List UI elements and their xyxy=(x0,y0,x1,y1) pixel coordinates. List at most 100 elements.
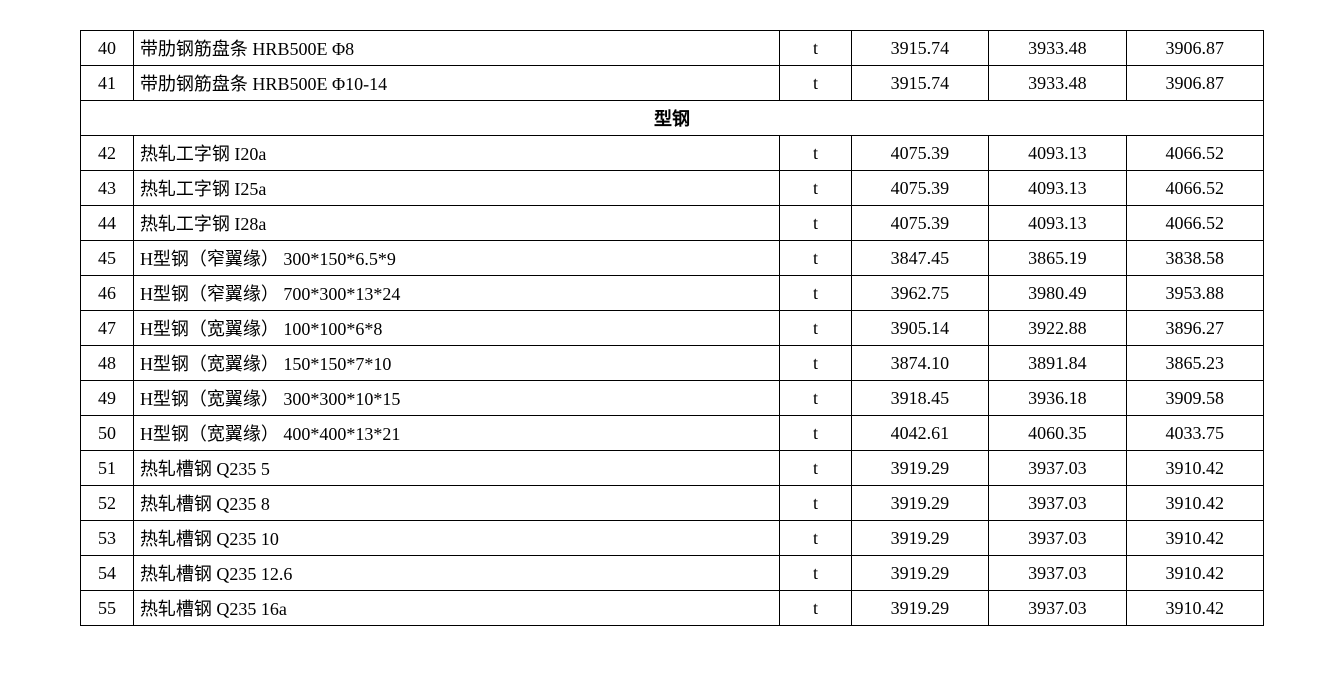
price-2: 3937.03 xyxy=(989,486,1126,521)
table-row: 42热轧工字钢 I20at4075.394093.134066.52 xyxy=(81,136,1264,171)
price-3: 3910.42 xyxy=(1126,556,1263,591)
price-1: 3919.29 xyxy=(851,556,988,591)
price-3: 3896.27 xyxy=(1126,311,1263,346)
price-3: 3910.42 xyxy=(1126,486,1263,521)
unit: t xyxy=(780,276,851,311)
price-2: 4060.35 xyxy=(989,416,1126,451)
row-index: 44 xyxy=(81,206,134,241)
row-index: 45 xyxy=(81,241,134,276)
table-row: 40带肋钢筋盘条 HRB500E Φ8t3915.743933.483906.8… xyxy=(81,31,1264,66)
price-3: 3953.88 xyxy=(1126,276,1263,311)
unit: t xyxy=(780,521,851,556)
item-name: 热轧槽钢 Q235 16a xyxy=(133,591,779,626)
row-index: 41 xyxy=(81,66,134,101)
price-2: 3891.84 xyxy=(989,346,1126,381)
item-name: H型钢（窄翼缘） 700*300*13*24 xyxy=(133,276,779,311)
unit: t xyxy=(780,136,851,171)
unit: t xyxy=(780,416,851,451)
item-name: 热轧槽钢 Q235 10 xyxy=(133,521,779,556)
price-1: 3962.75 xyxy=(851,276,988,311)
price-1: 3915.74 xyxy=(851,66,988,101)
price-3: 4066.52 xyxy=(1126,206,1263,241)
steel-price-table: 40带肋钢筋盘条 HRB500E Φ8t3915.743933.483906.8… xyxy=(80,30,1264,626)
table-row: 51热轧槽钢 Q235 5t3919.293937.033910.42 xyxy=(81,451,1264,486)
row-index: 40 xyxy=(81,31,134,66)
item-name: 热轧工字钢 I28a xyxy=(133,206,779,241)
table-row: 55热轧槽钢 Q235 16at3919.293937.033910.42 xyxy=(81,591,1264,626)
price-1: 4075.39 xyxy=(851,136,988,171)
price-1: 3919.29 xyxy=(851,486,988,521)
price-2: 3937.03 xyxy=(989,521,1126,556)
row-index: 43 xyxy=(81,171,134,206)
table-row: 52热轧槽钢 Q235 8t3919.293937.033910.42 xyxy=(81,486,1264,521)
unit: t xyxy=(780,346,851,381)
row-index: 49 xyxy=(81,381,134,416)
item-name: 热轧工字钢 I25a xyxy=(133,171,779,206)
price-3: 3838.58 xyxy=(1126,241,1263,276)
table-row: 44热轧工字钢 I28at4075.394093.134066.52 xyxy=(81,206,1264,241)
unit: t xyxy=(780,451,851,486)
unit: t xyxy=(780,556,851,591)
table-row: 49H型钢（宽翼缘） 300*300*10*15t3918.453936.183… xyxy=(81,381,1264,416)
table-row: 46H型钢（窄翼缘） 700*300*13*24t3962.753980.493… xyxy=(81,276,1264,311)
table-row: 48H型钢（宽翼缘） 150*150*7*10t3874.103891.8438… xyxy=(81,346,1264,381)
item-name: H型钢（窄翼缘） 300*150*6.5*9 xyxy=(133,241,779,276)
price-1: 4075.39 xyxy=(851,171,988,206)
section-header-row: 型钢 xyxy=(81,101,1264,136)
row-index: 42 xyxy=(81,136,134,171)
price-2: 3922.88 xyxy=(989,311,1126,346)
row-index: 54 xyxy=(81,556,134,591)
unit: t xyxy=(780,206,851,241)
row-index: 47 xyxy=(81,311,134,346)
item-name: 带肋钢筋盘条 HRB500E Φ8 xyxy=(133,31,779,66)
table-row: 45H型钢（窄翼缘） 300*150*6.5*9t3847.453865.193… xyxy=(81,241,1264,276)
unit: t xyxy=(780,171,851,206)
price-1: 3905.14 xyxy=(851,311,988,346)
price-1: 3919.29 xyxy=(851,521,988,556)
price-3: 3910.42 xyxy=(1126,451,1263,486)
price-3: 3909.58 xyxy=(1126,381,1263,416)
row-index: 53 xyxy=(81,521,134,556)
row-index: 46 xyxy=(81,276,134,311)
price-2: 4093.13 xyxy=(989,206,1126,241)
price-1: 4075.39 xyxy=(851,206,988,241)
price-1: 3919.29 xyxy=(851,591,988,626)
price-1: 3919.29 xyxy=(851,451,988,486)
item-name: 热轧槽钢 Q235 12.6 xyxy=(133,556,779,591)
item-name: H型钢（宽翼缘） 300*300*10*15 xyxy=(133,381,779,416)
price-2: 3937.03 xyxy=(989,556,1126,591)
item-name: 带肋钢筋盘条 HRB500E Φ10-14 xyxy=(133,66,779,101)
price-2: 3933.48 xyxy=(989,31,1126,66)
unit: t xyxy=(780,591,851,626)
price-3: 3906.87 xyxy=(1126,31,1263,66)
section-title: 型钢 xyxy=(81,101,1264,136)
unit: t xyxy=(780,381,851,416)
price-2: 3933.48 xyxy=(989,66,1126,101)
price-3: 4033.75 xyxy=(1126,416,1263,451)
price-3: 3910.42 xyxy=(1126,521,1263,556)
price-3: 4066.52 xyxy=(1126,136,1263,171)
table-row: 47H型钢（宽翼缘） 100*100*6*8t3905.143922.88389… xyxy=(81,311,1264,346)
item-name: H型钢（宽翼缘） 400*400*13*21 xyxy=(133,416,779,451)
unit: t xyxy=(780,311,851,346)
price-3: 3910.42 xyxy=(1126,591,1263,626)
unit: t xyxy=(780,31,851,66)
row-index: 48 xyxy=(81,346,134,381)
price-3: 4066.52 xyxy=(1126,171,1263,206)
item-name: H型钢（宽翼缘） 100*100*6*8 xyxy=(133,311,779,346)
item-name: 热轧工字钢 I20a xyxy=(133,136,779,171)
unit: t xyxy=(780,486,851,521)
table-row: 54热轧槽钢 Q235 12.6t3919.293937.033910.42 xyxy=(81,556,1264,591)
table-row: 41带肋钢筋盘条 HRB500E Φ10-14t3915.743933.4839… xyxy=(81,66,1264,101)
price-1: 4042.61 xyxy=(851,416,988,451)
row-index: 55 xyxy=(81,591,134,626)
price-2: 3937.03 xyxy=(989,451,1126,486)
item-name: 热轧槽钢 Q235 5 xyxy=(133,451,779,486)
price-2: 4093.13 xyxy=(989,136,1126,171)
row-index: 50 xyxy=(81,416,134,451)
price-2: 3980.49 xyxy=(989,276,1126,311)
price-1: 3915.74 xyxy=(851,31,988,66)
price-2: 4093.13 xyxy=(989,171,1126,206)
price-1: 3847.45 xyxy=(851,241,988,276)
item-name: H型钢（宽翼缘） 150*150*7*10 xyxy=(133,346,779,381)
